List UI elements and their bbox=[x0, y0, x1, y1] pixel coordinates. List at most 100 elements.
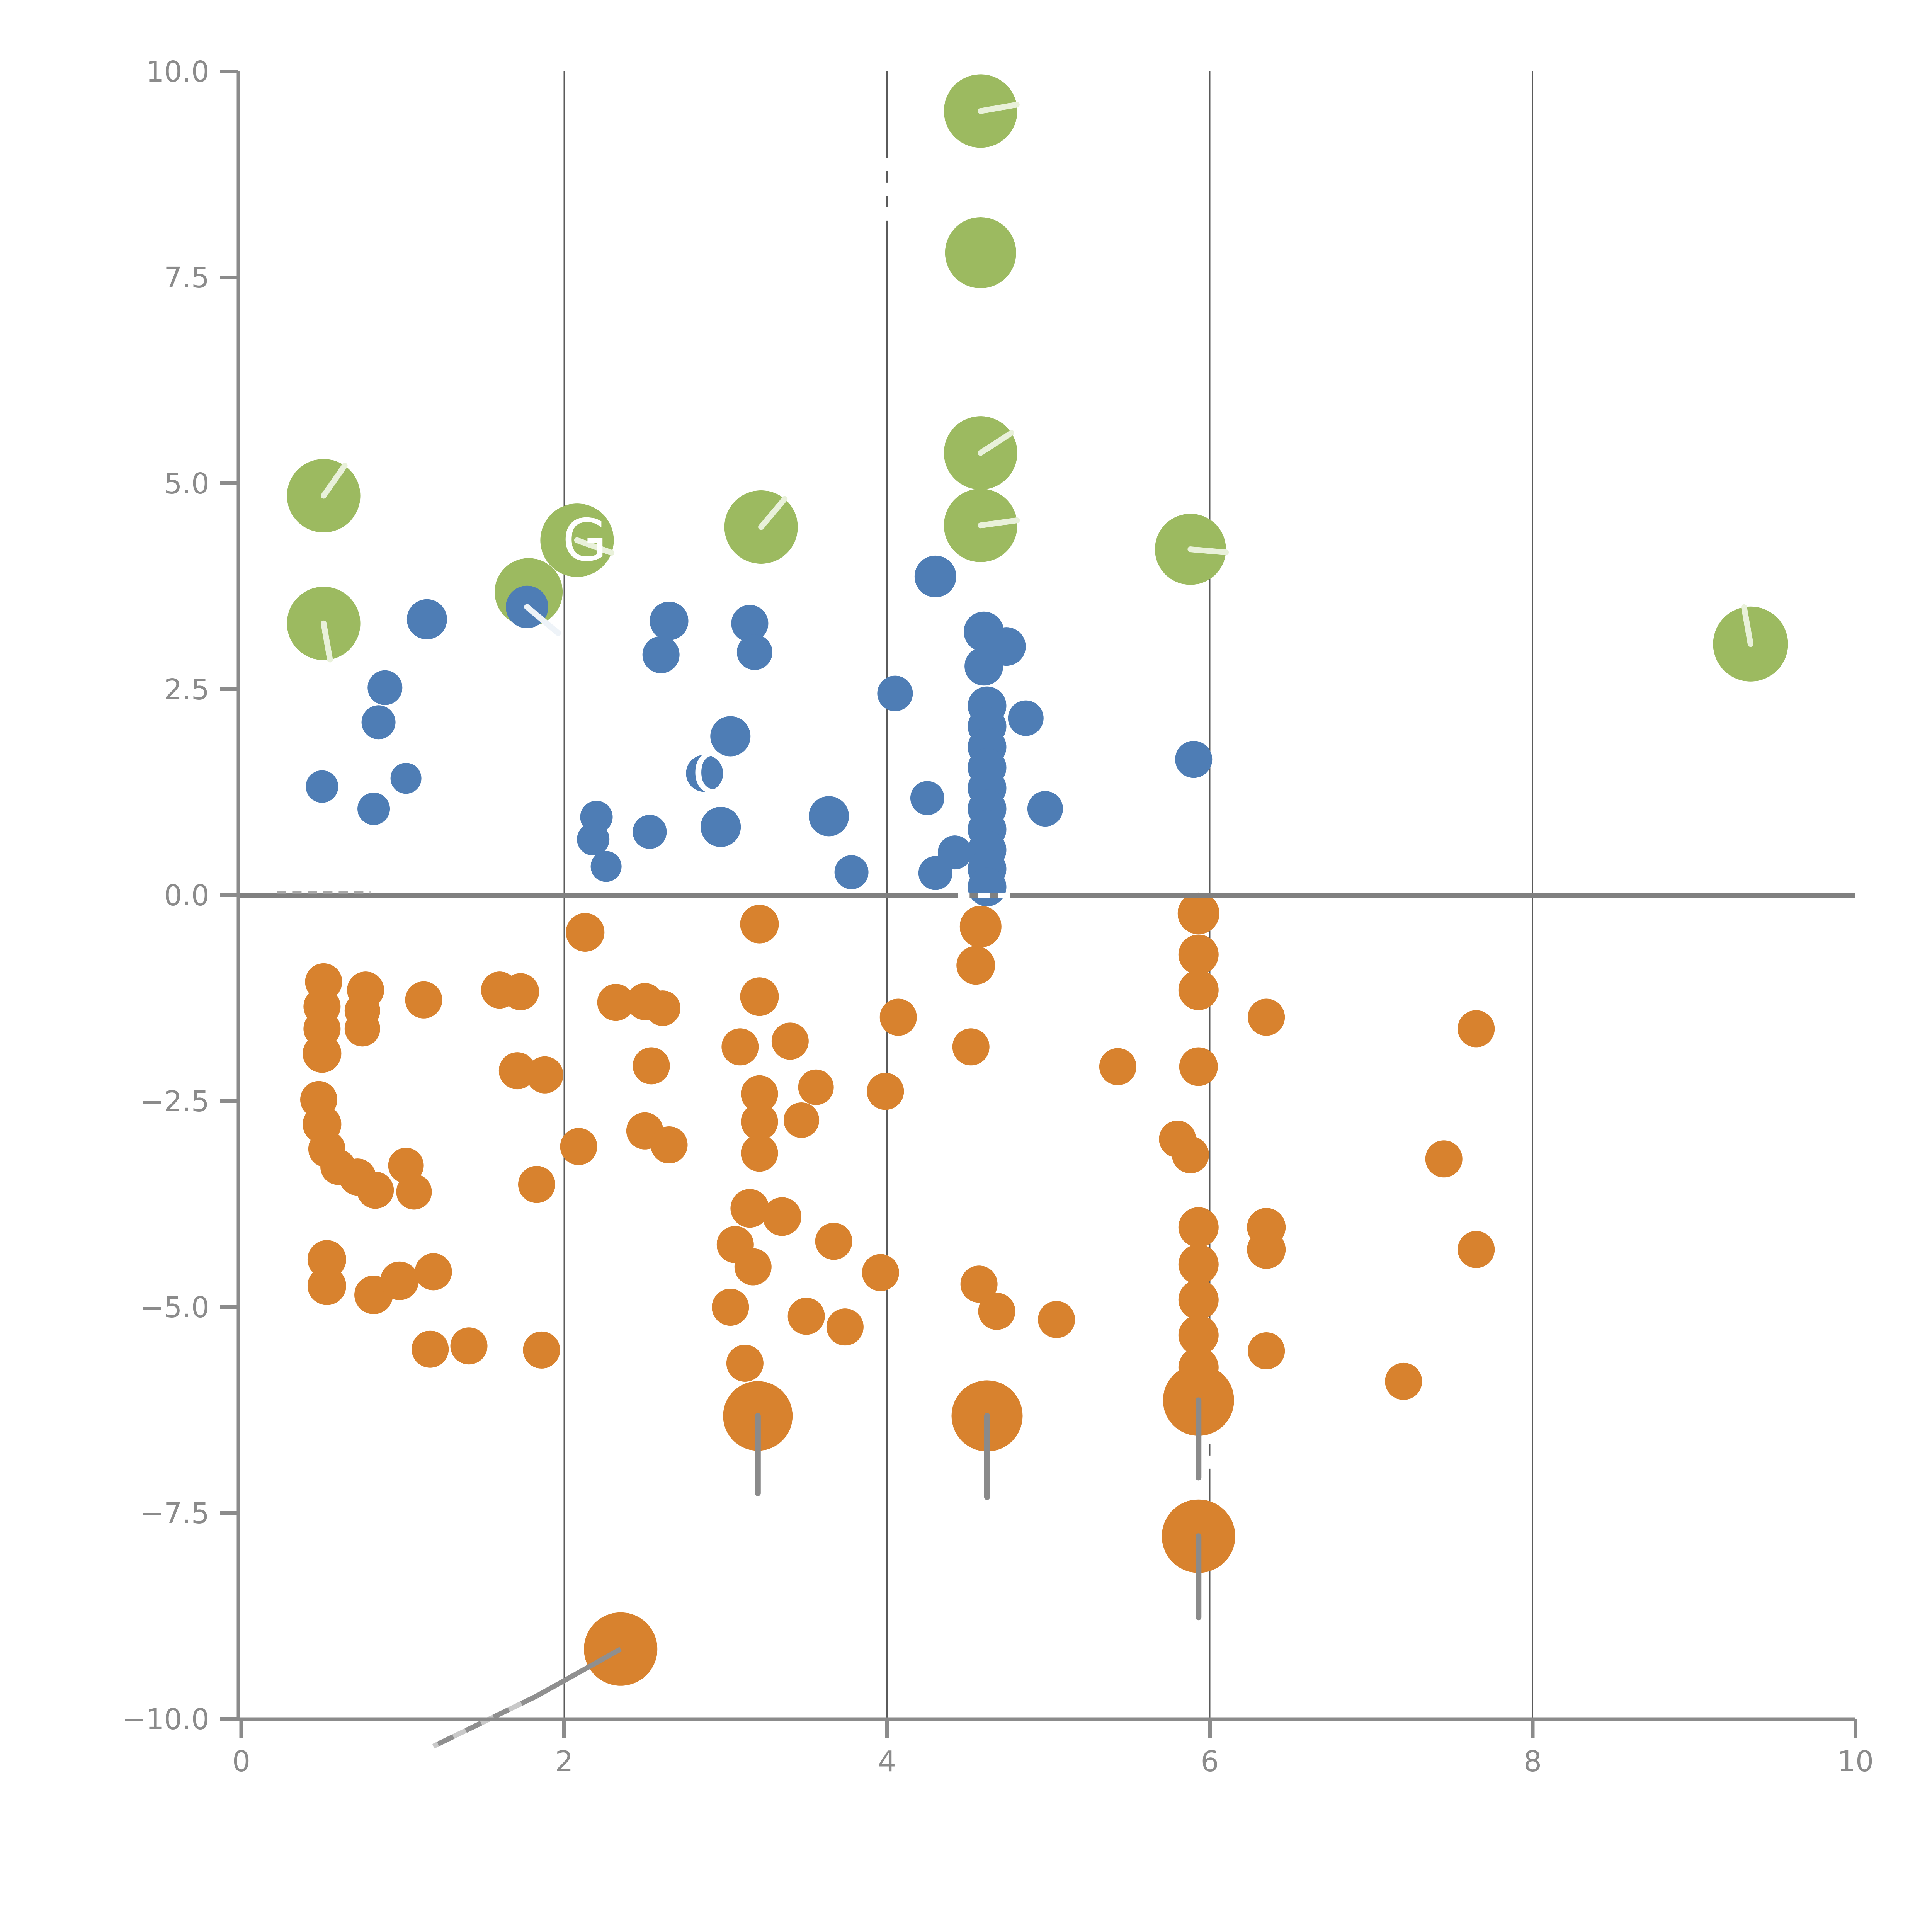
orange-bubble bbox=[1248, 998, 1285, 1036]
green-needle bbox=[978, 430, 1014, 456]
orange-bubble bbox=[726, 1344, 764, 1382]
orange-bubble bbox=[1177, 892, 1219, 934]
orange-bubble bbox=[815, 1223, 852, 1260]
orange-bubble bbox=[405, 981, 442, 1019]
blue-bubble bbox=[834, 855, 869, 889]
blue-bubble bbox=[1008, 700, 1044, 736]
y-tick-label: −5.0 bbox=[140, 1291, 209, 1324]
orange-bubble bbox=[523, 1331, 560, 1369]
orange-bubble bbox=[740, 905, 779, 944]
orange-bubble bbox=[826, 1308, 864, 1346]
x-tick-label: 4 bbox=[878, 1745, 896, 1778]
orange-bubble bbox=[415, 1253, 452, 1291]
blue-bubble bbox=[937, 835, 972, 870]
y-tick-label: 7.5 bbox=[164, 261, 209, 294]
orange-bubble bbox=[344, 1011, 380, 1047]
orange-bubble bbox=[502, 973, 539, 1010]
orange-bubble bbox=[712, 1289, 749, 1326]
x-tick-label: 0 bbox=[232, 1745, 250, 1778]
orange-bubble bbox=[1178, 1279, 1219, 1320]
x-tick-label: 6 bbox=[1201, 1745, 1219, 1778]
orange-bubble bbox=[741, 1075, 778, 1112]
y-tick-label: −10.0 bbox=[122, 1703, 209, 1736]
green-needle bbox=[321, 620, 333, 663]
orange-bubble bbox=[1099, 1048, 1136, 1085]
orange-bubble bbox=[560, 1128, 597, 1165]
blue-bubble bbox=[406, 599, 447, 639]
orange-bubble bbox=[1247, 1230, 1286, 1269]
blue-bubble bbox=[701, 807, 741, 847]
orange-bubble bbox=[771, 1022, 809, 1060]
blue-bubble bbox=[736, 634, 772, 670]
blue-bubble bbox=[809, 796, 849, 837]
bubble-letter-G: G bbox=[562, 507, 607, 574]
green-needle bbox=[1187, 546, 1229, 556]
orange-bubble bbox=[566, 913, 605, 952]
blue-bubble bbox=[357, 793, 390, 825]
orange-bubble bbox=[952, 1028, 990, 1066]
y-tick-label: 2.5 bbox=[164, 673, 209, 706]
blue-bubble bbox=[367, 670, 403, 705]
orange-bubble bbox=[303, 1034, 342, 1073]
blue-bubble bbox=[361, 705, 396, 740]
orange-bubble bbox=[730, 1189, 769, 1228]
blue-bubble bbox=[390, 763, 422, 794]
x-tick-label: 8 bbox=[1524, 1745, 1542, 1778]
orange-bubble bbox=[1178, 934, 1219, 975]
orange-bubble bbox=[1178, 1315, 1219, 1355]
orange-bubble bbox=[450, 1327, 488, 1365]
blue-needle bbox=[524, 604, 561, 636]
orange-bubble bbox=[741, 1103, 778, 1141]
blue-bubble bbox=[633, 815, 667, 849]
orange-bubble bbox=[740, 977, 779, 1016]
blue-bubble bbox=[964, 647, 1003, 686]
orange-bubble bbox=[1178, 1207, 1219, 1248]
orange-bubble bbox=[650, 1126, 688, 1163]
orange-bubble bbox=[597, 984, 634, 1021]
blue-bubble bbox=[877, 675, 913, 711]
orange-bubble bbox=[741, 1134, 778, 1172]
orange-bubble bbox=[798, 1069, 834, 1105]
orange-bubble bbox=[498, 1052, 536, 1090]
orange-bubble bbox=[645, 990, 680, 1026]
orange-bubble bbox=[978, 1293, 1015, 1330]
green-needle bbox=[574, 537, 615, 556]
green-needle bbox=[978, 102, 1020, 114]
orange-bubble bbox=[1178, 970, 1219, 1010]
blue-bubble bbox=[968, 867, 1007, 906]
orange-bubble bbox=[1172, 1136, 1209, 1173]
green-needle bbox=[978, 517, 1020, 529]
green-needle bbox=[321, 463, 348, 499]
blue-bubble bbox=[710, 716, 751, 757]
orange-bubble bbox=[867, 1073, 904, 1110]
orange-bubble bbox=[1385, 1362, 1422, 1400]
y-tick-label: −7.5 bbox=[140, 1497, 209, 1530]
orange-bubble bbox=[784, 1102, 820, 1138]
orange-bubble bbox=[879, 998, 917, 1036]
green-needle bbox=[758, 496, 788, 530]
orange-bubble bbox=[357, 1172, 394, 1209]
orange-bubble bbox=[1038, 1301, 1075, 1338]
green-needle bbox=[1741, 604, 1753, 647]
blue-bubble bbox=[306, 770, 338, 803]
y-tick-label: 0.0 bbox=[164, 879, 209, 912]
diagonal-needle-dashed bbox=[432, 1694, 538, 1749]
blue-bubble bbox=[910, 781, 944, 815]
blue-bubble bbox=[1027, 791, 1063, 827]
orange-bubble bbox=[734, 1248, 772, 1286]
orange-bubble bbox=[959, 906, 1002, 948]
x-tick-label: 10 bbox=[1837, 1745, 1874, 1778]
blue-bubble bbox=[914, 555, 956, 597]
orange-bubble bbox=[721, 1028, 759, 1066]
orange-bubble bbox=[862, 1254, 899, 1291]
blue-bubble bbox=[577, 823, 610, 856]
orange-bubble bbox=[412, 1330, 449, 1368]
orange-bubble bbox=[380, 1261, 419, 1300]
green-bubble bbox=[945, 217, 1016, 289]
orange-bubble bbox=[526, 1056, 563, 1094]
orange-bubble bbox=[1458, 1010, 1495, 1048]
orange-bubble bbox=[787, 1298, 825, 1335]
orange-bubble bbox=[1425, 1140, 1463, 1178]
orange-bubble bbox=[1248, 1332, 1285, 1369]
